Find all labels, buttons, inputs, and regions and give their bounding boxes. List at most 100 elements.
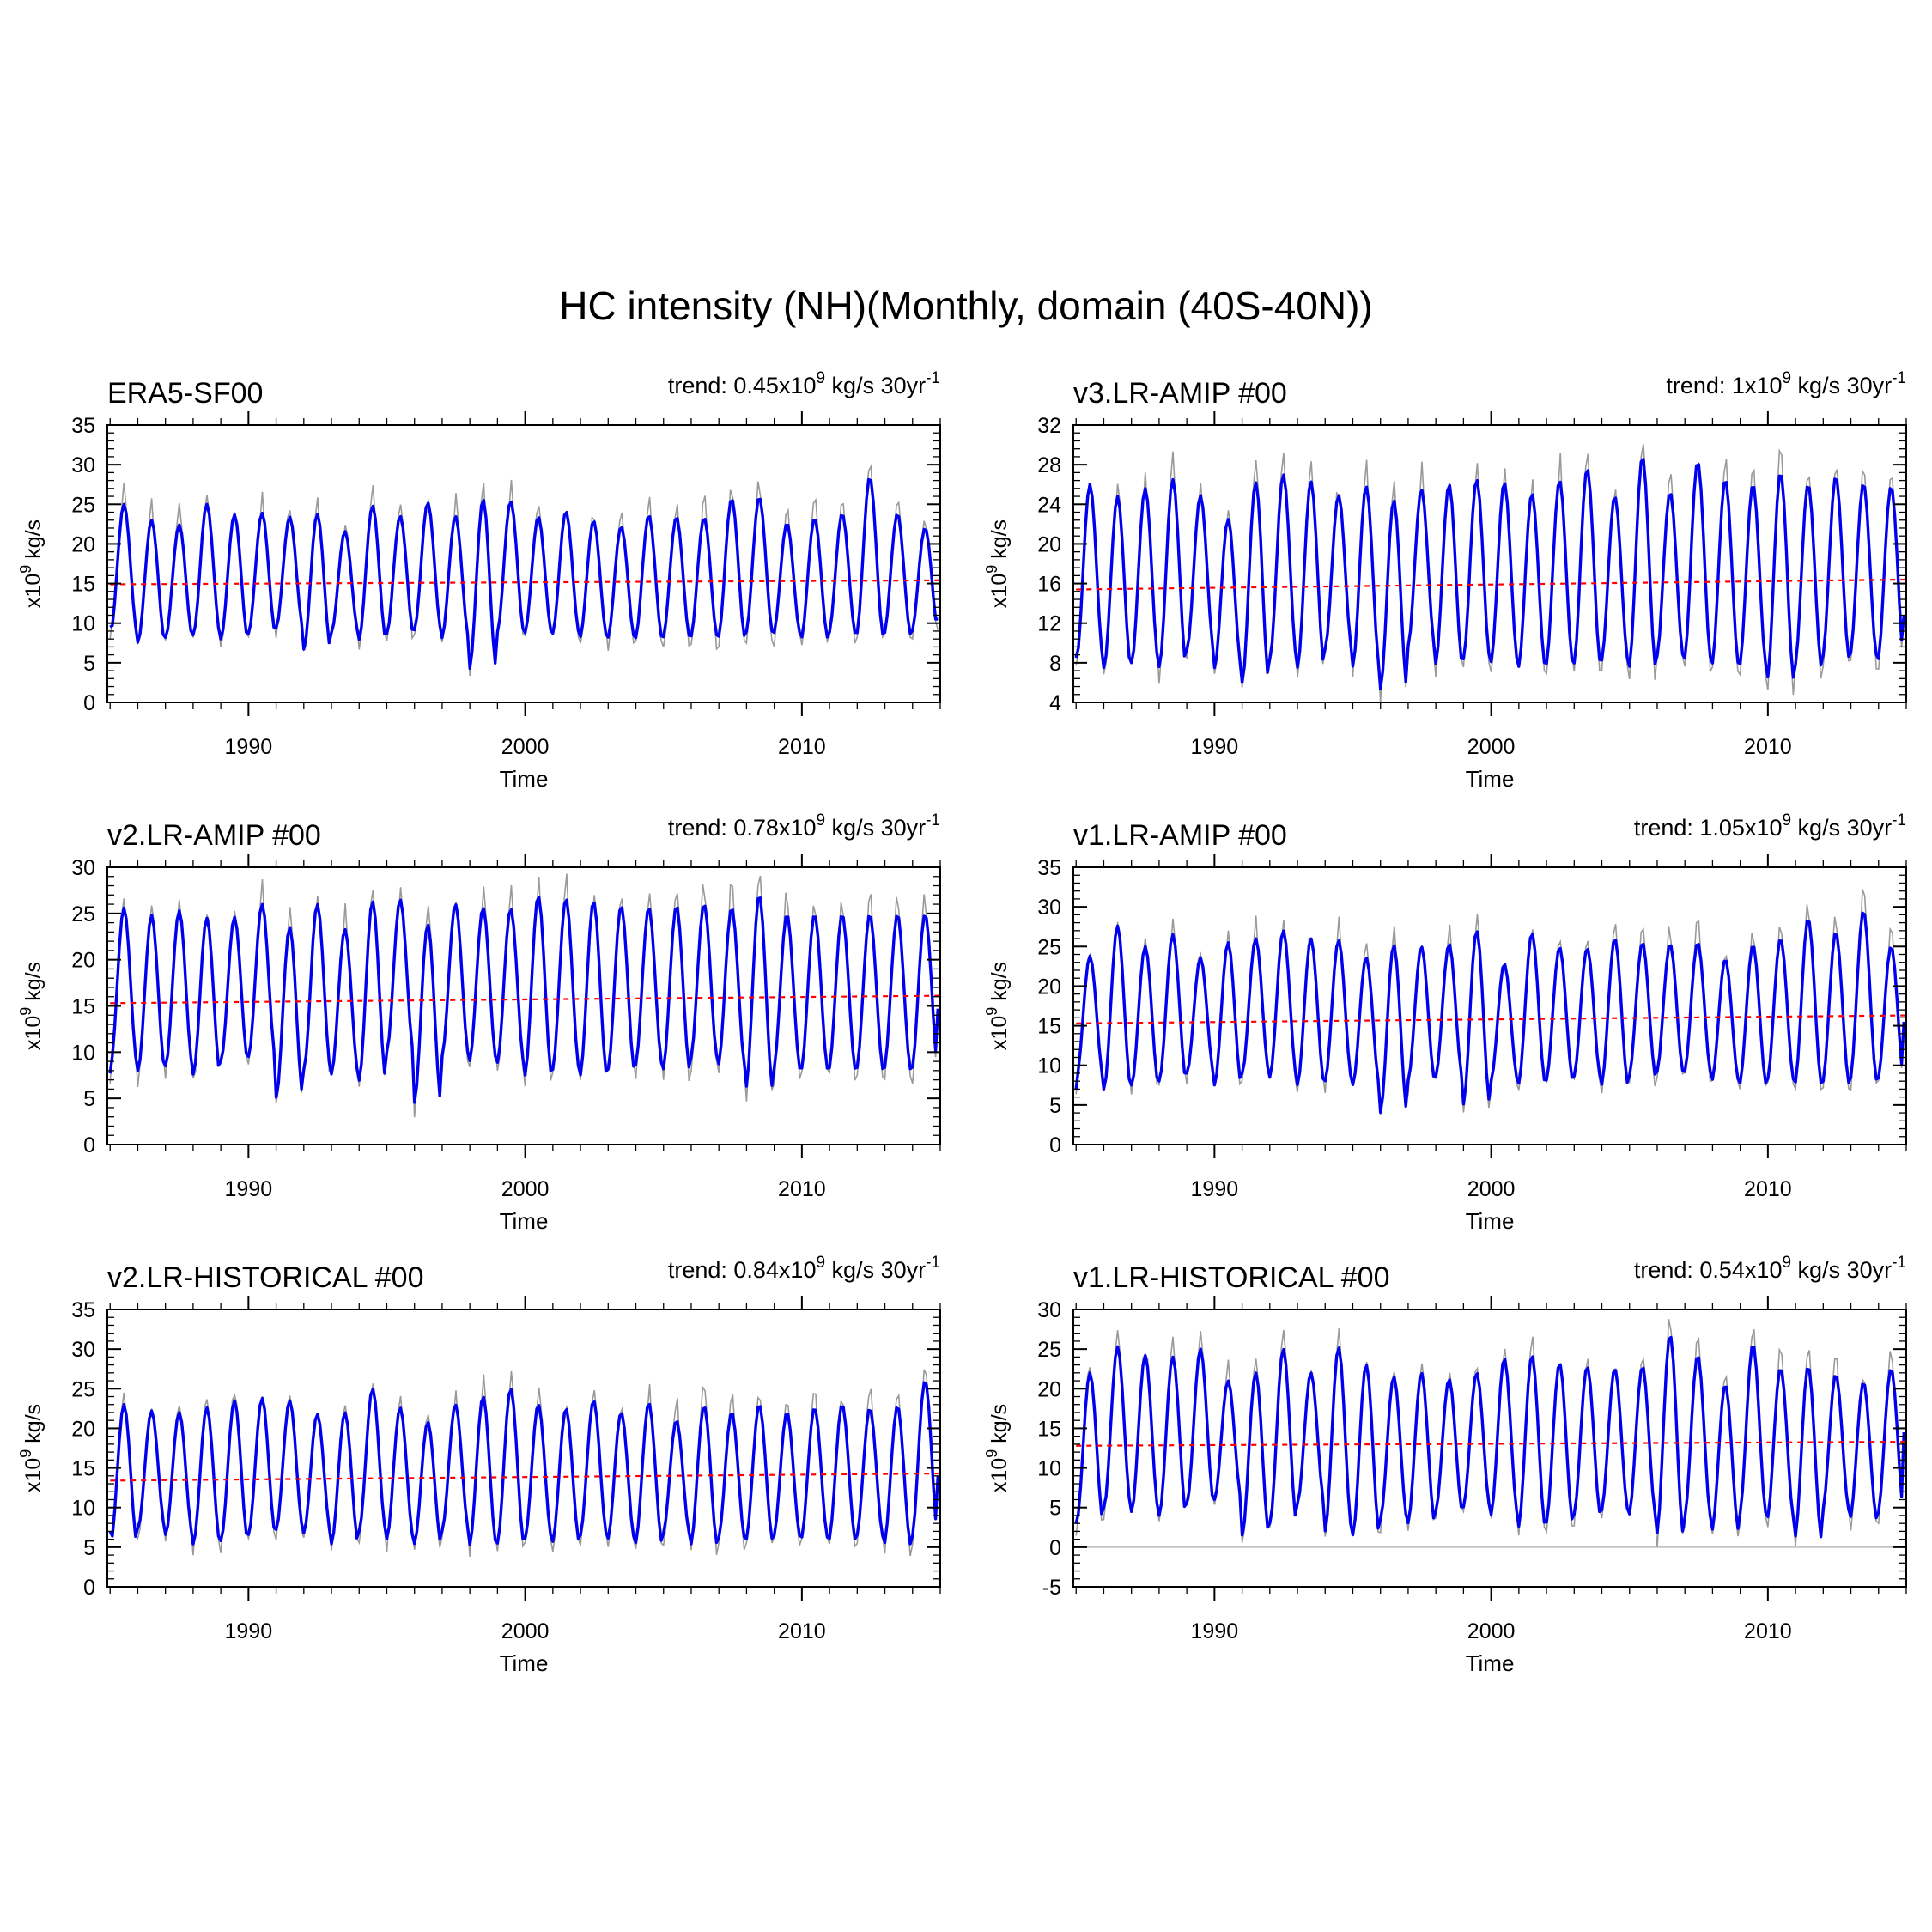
y-label-exp: 9: [983, 565, 1000, 574]
chart-panel: v1.LR-AMIP #00 trend: 1.05x109 kg/s 30yr-…: [983, 811, 1907, 1234]
x-axis-label: Time: [500, 1208, 549, 1234]
smoothed-series-line: [109, 477, 939, 670]
y-label-unit: kg/s: [21, 519, 46, 565]
x-tick-label: 1990: [225, 735, 273, 759]
y-label-exp: 9: [17, 1449, 34, 1458]
y-tick-label: 35: [71, 414, 95, 438]
panel-title: ERA5-SF00: [107, 377, 263, 410]
y-tick-label: 25: [71, 902, 95, 927]
y-label-exp: 9: [983, 1007, 1000, 1016]
trend-mid: kg/s 30yr: [1791, 373, 1892, 398]
y-tick-label: 20: [1037, 1377, 1061, 1401]
trend-prefix: trend: 1.05x10: [1634, 815, 1783, 841]
y-axis-label: x109 kg/s: [17, 1404, 46, 1492]
smoothed-series-line: [1074, 1335, 1905, 1539]
smoothed-series-line: [1074, 458, 1905, 690]
trend-unit-exp: -1: [926, 811, 940, 829]
x-tick-label: 2000: [501, 735, 550, 759]
plot-frame: [106, 1309, 941, 1588]
y-axis-label: x109 kg/s: [983, 519, 1012, 608]
y-tick-label: 10: [71, 1497, 95, 1521]
x-tick-label: 1990: [225, 1619, 273, 1643]
x-tick-label: 1990: [1191, 735, 1239, 759]
chart-panel: v3.LR-AMIP #00 trend: 1x109 kg/s 30yr-148…: [983, 369, 1907, 792]
y-tick-label: 4: [1049, 691, 1061, 715]
trend-mid: kg/s 30yr: [825, 1257, 926, 1283]
y-tick-label: 20: [1037, 532, 1061, 556]
y-tick-label: 10: [71, 612, 95, 636]
trend-unit-exp: -1: [926, 369, 940, 387]
figure-title: HC intensity (NH)(Monthly, domain (40S-4…: [559, 283, 1373, 328]
trend-label: trend: 0.54x109 kg/s 30yr-1: [1634, 1254, 1906, 1283]
trend-line: [1076, 1441, 1905, 1447]
y-label-base: x10: [987, 1016, 1012, 1050]
x-tick-label: 2010: [778, 1619, 826, 1643]
x-tick-label: 2000: [1467, 1619, 1516, 1643]
y-tick-label: 0: [83, 691, 95, 715]
y-label-base: x10: [21, 1458, 46, 1492]
trend-prefix: trend: 0.54x10: [1634, 1257, 1783, 1283]
y-tick-label: 0: [83, 1133, 95, 1157]
y-label-exp: 9: [17, 565, 34, 574]
y-tick-label: 35: [71, 1298, 95, 1322]
x-axis-label: Time: [500, 766, 549, 792]
y-tick-label: 25: [1037, 1338, 1061, 1362]
panel-title: v1.LR-AMIP #00: [1073, 819, 1287, 852]
smoothed-series-line: [108, 896, 939, 1104]
trend-line: [1076, 578, 1905, 591]
x-tick-label: 2000: [501, 1619, 550, 1643]
y-axis-label: x109 kg/s: [983, 1404, 1012, 1492]
panel-title: v1.LR-HISTORICAL #00: [1073, 1261, 1389, 1294]
raw-series-line: [109, 873, 939, 1118]
y-tick-label: 30: [71, 856, 95, 880]
trend-prefix: trend: 0.84x10: [668, 1257, 817, 1283]
y-tick-label: 5: [1049, 1497, 1061, 1521]
y-label-base: x10: [987, 1458, 1012, 1492]
y-label-exp: 9: [983, 1449, 1000, 1458]
y-tick-label: 0: [1049, 1536, 1061, 1560]
y-tick-label: 30: [1037, 1298, 1061, 1322]
x-tick-label: 2010: [1744, 735, 1792, 759]
x-axis-label: Time: [1466, 1650, 1515, 1676]
y-tick-label: 15: [71, 995, 95, 1019]
plot-frame: [106, 424, 941, 703]
x-tick-label: 1990: [1191, 1177, 1239, 1201]
trend-prefix: trend: 1x10: [1666, 373, 1782, 398]
trend-unit-exp: -1: [926, 1254, 940, 1272]
trend-exp: 9: [1782, 1254, 1791, 1272]
panel-title: v3.LR-AMIP #00: [1073, 377, 1287, 410]
y-label-base: x10: [21, 574, 46, 608]
chart-panel: v2.LR-AMIP #00 trend: 0.78x109 kg/s 30yr-…: [17, 811, 941, 1234]
x-tick-label: 2010: [1744, 1177, 1792, 1201]
y-label-unit: kg/s: [987, 1404, 1012, 1449]
y-tick-label: 5: [83, 1536, 95, 1560]
y-tick-label: 20: [1037, 975, 1061, 999]
trend-prefix: trend: 0.45x10: [668, 373, 817, 398]
y-tick-label: 10: [71, 1041, 95, 1065]
y-label-unit: kg/s: [21, 962, 46, 1007]
trend-unit-exp: -1: [1892, 811, 1906, 829]
panels: ERA5-SF00 trend: 0.45x109 kg/s 30yr-10510…: [17, 369, 1907, 1676]
y-tick-label: 16: [1037, 573, 1061, 597]
trend-label: trend: 0.45x109 kg/s 30yr-1: [668, 369, 940, 398]
y-tick-label: 15: [1037, 1417, 1061, 1441]
trend-exp: 9: [1782, 811, 1791, 829]
trend-label: trend: 0.78x109 kg/s 30yr-1: [668, 811, 940, 841]
y-label-unit: kg/s: [987, 519, 1012, 565]
chart-panel: v2.LR-HISTORICAL #00 trend: 0.84x109 kg/s…: [17, 1254, 941, 1676]
y-tick-label: 10: [1037, 1054, 1061, 1078]
trend-exp: 9: [816, 811, 825, 829]
y-axis-label: x109 kg/s: [17, 962, 46, 1050]
y-tick-label: 15: [1037, 1015, 1061, 1039]
x-axis-label: Time: [500, 1650, 549, 1676]
y-label-base: x10: [21, 1016, 46, 1050]
x-tick-label: 2010: [1744, 1619, 1792, 1643]
trend-label: trend: 1.05x109 kg/s 30yr-1: [1634, 811, 1906, 841]
trend-exp: 9: [816, 369, 825, 387]
y-tick-label: 24: [1037, 493, 1061, 517]
trend-label: trend: 0.84x109 kg/s 30yr-1: [668, 1254, 940, 1283]
y-tick-label: 20: [71, 949, 95, 973]
chart-panel: ERA5-SF00 trend: 0.45x109 kg/s 30yr-10510…: [17, 369, 941, 792]
trend-unit-exp: -1: [1892, 369, 1906, 387]
